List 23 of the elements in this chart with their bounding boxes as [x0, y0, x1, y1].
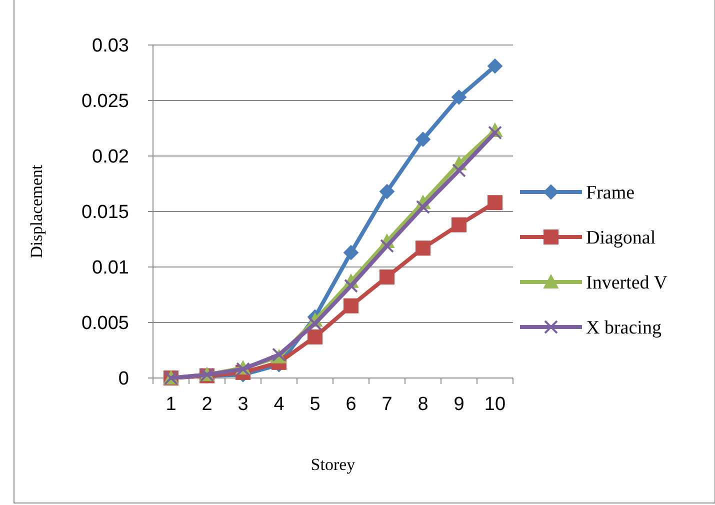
- y-tick-label: 0.02: [92, 146, 129, 168]
- x-axis-title: Storey: [310, 455, 356, 474]
- legend-label: Inverted V: [586, 272, 668, 294]
- y-tick-label: 0.005: [81, 313, 129, 334]
- y-tick-label: 0.01: [92, 258, 129, 279]
- x-tick-label: 6: [346, 394, 356, 415]
- x-tick-label: 2: [202, 394, 212, 415]
- x-tick-label: 4: [274, 394, 285, 415]
- y-axis-title: Displacement: [27, 164, 46, 258]
- legend-label: Frame: [586, 182, 635, 204]
- x-tick-label: 9: [454, 394, 464, 415]
- y-tick-label: 0.03: [92, 36, 129, 57]
- x-tick-label: 5: [310, 394, 320, 415]
- x-tick-label: 7: [382, 394, 392, 415]
- y-tick-label: 0: [118, 368, 129, 390]
- y-tick-label: 0.025: [81, 91, 129, 112]
- x-tick-label: 8: [418, 394, 428, 415]
- legend-label: Diagonal: [586, 228, 656, 249]
- x-tick-label: 10: [484, 394, 506, 415]
- legend-label: X bracing: [586, 318, 662, 339]
- x-tick-label: 3: [238, 394, 248, 415]
- y-tick-label: 0.015: [81, 202, 129, 224]
- x-tick-label: 1: [166, 394, 176, 415]
